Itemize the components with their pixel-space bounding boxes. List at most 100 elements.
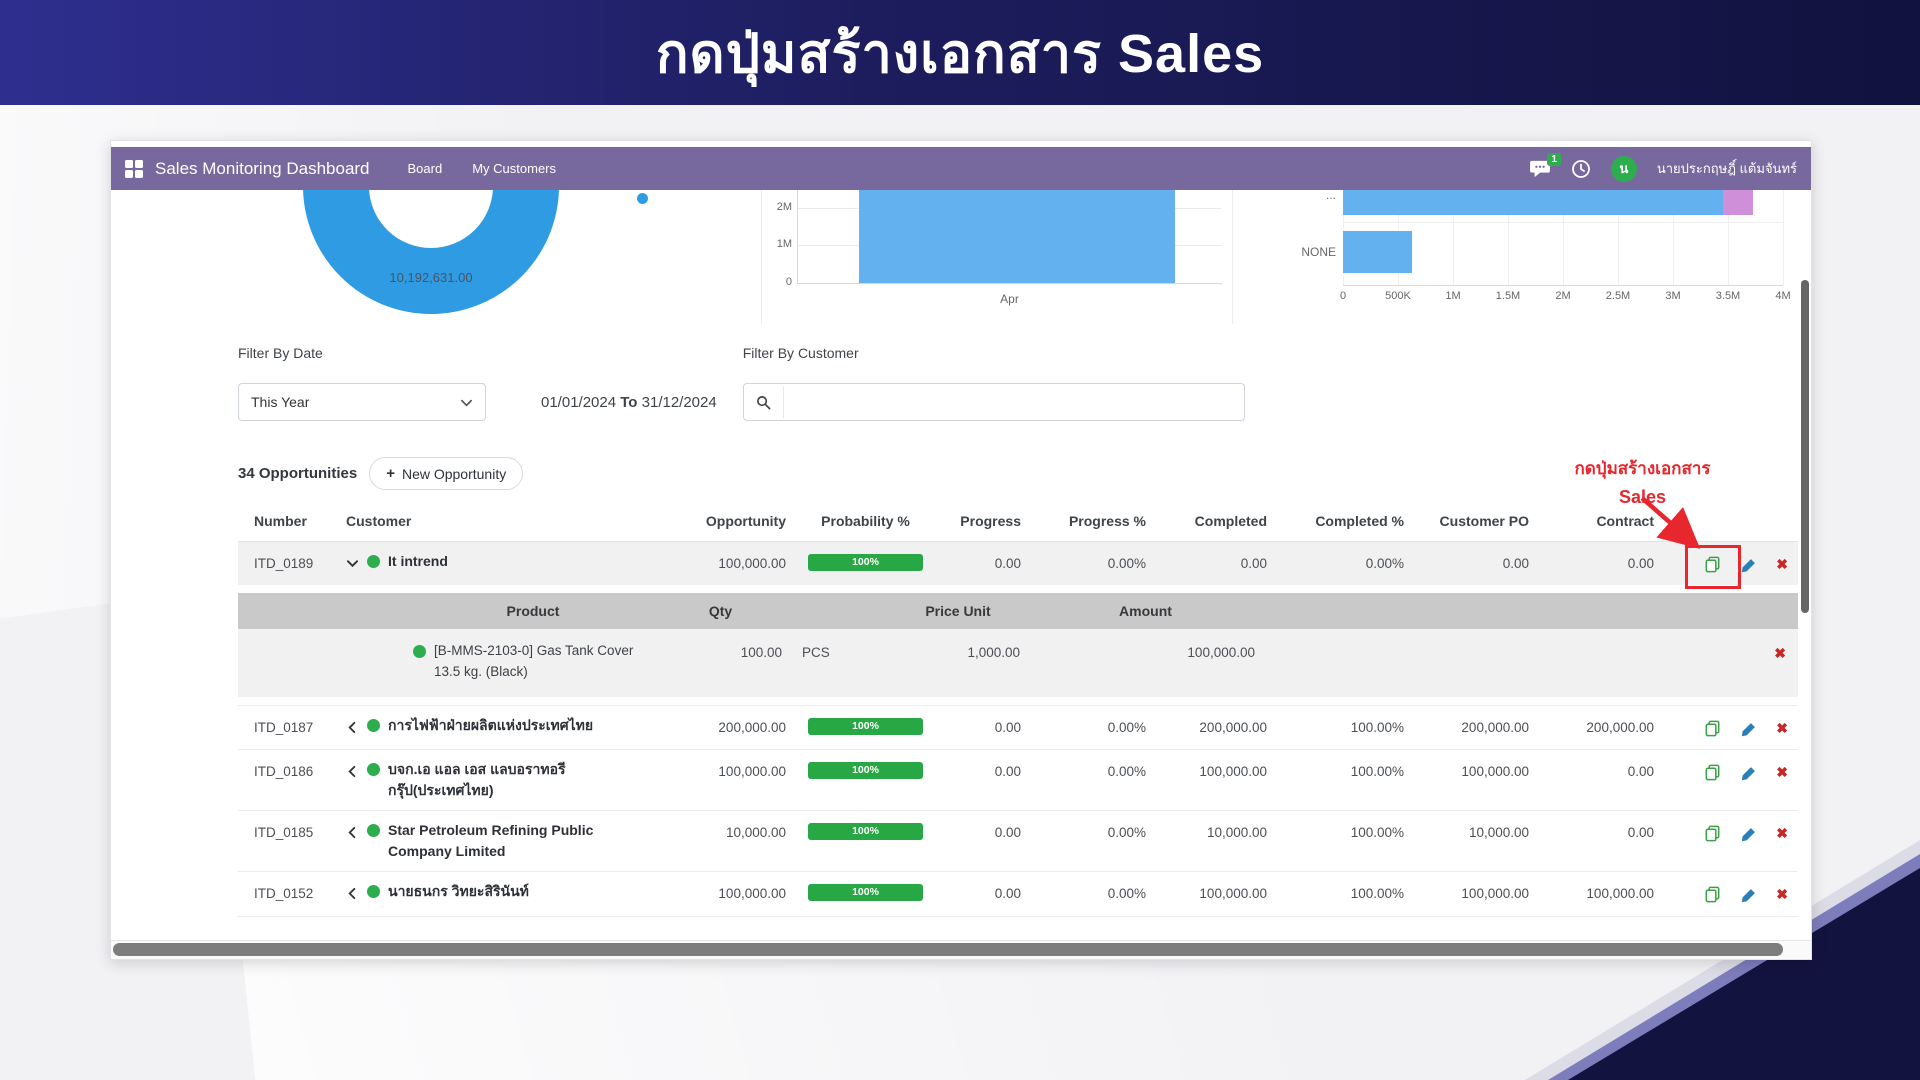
create-sales-doc-button[interactable] [1703, 824, 1722, 843]
opportunities-header: 34 Opportunities + New Opportunity [238, 457, 1791, 490]
hbar-segment-purple [1723, 190, 1753, 215]
table-header: Number Customer Opportunity Probability … [238, 500, 1798, 542]
opportunities-table: Number Customer Opportunity Probability … [238, 500, 1798, 917]
probability-bar: 100% [808, 884, 923, 902]
chevron-left-icon[interactable] [346, 764, 359, 784]
col-completed-pct: Completed % [1315, 512, 1404, 529]
vertical-scrollbar[interactable] [1801, 280, 1809, 613]
col-probability: Probability % [821, 512, 910, 529]
create-sales-doc-button[interactable] [1703, 763, 1722, 782]
navbar: Sales Monitoring Dashboard Board My Cust… [111, 147, 1811, 190]
window-top-gap [111, 141, 1811, 147]
y-tick: 2M [776, 201, 792, 213]
x-label: Apr [1000, 292, 1019, 306]
delete-x-icon[interactable]: ✖ [1774, 645, 1786, 662]
bar-apr [859, 190, 1175, 283]
chevron-left-icon[interactable] [346, 720, 359, 740]
x-tick: 1M [1445, 290, 1461, 302]
chevron-left-icon[interactable] [346, 825, 359, 845]
filter-by-date-label: Filter By Date [238, 345, 323, 361]
new-opportunity-button[interactable]: + New Opportunity [369, 457, 524, 490]
donut-total-label: 10,192,631.00 [389, 270, 473, 285]
col-completed: Completed [1194, 512, 1267, 529]
status-dot [367, 719, 380, 733]
col-opportunity: Opportunity [705, 512, 786, 529]
nav-item-board[interactable]: Board [407, 161, 443, 176]
col-contract: Contract [1596, 512, 1654, 529]
table-row[interactable]: ITD_0185 Star Petroleum Refining Public … [238, 810, 1798, 871]
y-tick: 1M [776, 238, 792, 250]
status-dot [413, 645, 426, 659]
x-tick: 3.5M [1715, 290, 1741, 302]
slide-title: กดปุ่มสร้างเอกสาร Sales [655, 23, 1265, 84]
horizontal-scrollbar-thumb[interactable] [113, 943, 1783, 956]
monthly-bar-chart: 2M 1M 0 Apr [761, 190, 1233, 324]
delete-x-icon[interactable]: ✖ [1776, 764, 1788, 781]
edit-pencil-icon[interactable] [1741, 826, 1757, 842]
create-sales-doc-button[interactable] [1703, 719, 1722, 738]
plus-icon: + [386, 465, 395, 482]
charts-row: 10,192,631.00 2M 1M 0 Apr [111, 190, 1811, 324]
messages-icon[interactable]: 1 [1529, 152, 1561, 178]
x-tick: 2M [1555, 290, 1571, 302]
filter-by-customer-label: Filter By Customer [742, 345, 859, 361]
opportunities-count: 34 Opportunities [238, 465, 358, 482]
app-title: Sales Monitoring Dashboard [155, 158, 370, 178]
delete-x-icon[interactable]: ✖ [1776, 556, 1788, 572]
slide-title-band: กดปุ่มสร้างเอกสาร Sales [0, 0, 1920, 105]
annotation-line2: Sales [1618, 487, 1667, 507]
date-range-text: 01/01/2024 To 31/12/2024 [541, 394, 717, 411]
nav-item-my-customers[interactable]: My Customers [472, 161, 557, 176]
status-dot [367, 763, 380, 777]
subcol-price-unit: Price Unit [925, 603, 991, 620]
edit-pencil-icon[interactable] [1741, 765, 1757, 781]
x-tick: 3M [1665, 290, 1681, 302]
x-tick: 2.5M [1605, 290, 1631, 302]
x-tick: 4M [1775, 290, 1791, 302]
customer-search-box [742, 383, 1245, 421]
hbar-row-label: ... [1325, 190, 1336, 202]
subtable-header: Product Qty Price Unit Amount [238, 593, 1798, 630]
create-sales-doc-button[interactable] [1703, 885, 1722, 904]
date-filter-value: This Year [251, 394, 310, 410]
status-dot [367, 824, 380, 838]
activity-clock-icon[interactable] [1571, 159, 1591, 179]
edit-pencil-icon[interactable] [1741, 887, 1757, 903]
customer-name: It intrend [388, 553, 448, 569]
delete-x-icon[interactable]: ✖ [1776, 720, 1788, 737]
delete-x-icon[interactable]: ✖ [1776, 825, 1788, 842]
create-sales-doc-button[interactable] [1703, 555, 1722, 574]
user-avatar[interactable]: น [1610, 155, 1637, 182]
table-row[interactable]: ITD_0187 การไฟฟ้าฝ่ายผลิตแห่งประเทศไทย 2… [238, 705, 1798, 749]
annotation-arrow [1640, 496, 1701, 549]
hbar-row-label: NONE [1301, 245, 1336, 259]
x-tick: 0 [1339, 290, 1347, 302]
edit-pencil-icon[interactable] [1741, 557, 1757, 573]
date-filter-select[interactable]: This Year [238, 383, 486, 421]
chevron-down-icon[interactable] [346, 556, 359, 576]
status-dot [367, 555, 380, 568]
probability-bar: 100% [808, 823, 923, 841]
subcol-qty: Qty [708, 603, 733, 620]
subcol-amount: Amount [1119, 603, 1172, 620]
table-row[interactable]: ITD_0189 It intrend 100,000.00 100% 0.00… [238, 542, 1798, 586]
app-window: Sales Monitoring Dashboard Board My Cust… [110, 140, 1812, 960]
product-name: [B-MMS-2103-0] Gas Tank Cover 13.5 kg. (… [434, 643, 634, 680]
subtable-row: [B-MMS-2103-0] Gas Tank Cover 13.5 kg. (… [238, 629, 1798, 698]
table-row[interactable]: ITD_0152 นายธนกร วิทยะสิรินันท์ 100,000.… [238, 871, 1798, 917]
col-customer-po: Customer PO [1439, 512, 1529, 529]
group-hbar-chart: ... NONE 0 500K 1M 1.5M 2M 2.5M 3M 3.5M … [1291, 190, 1796, 324]
row-number: ITD_0189 [254, 556, 314, 571]
hbar-segment-blue [1343, 190, 1723, 215]
edit-pencil-icon[interactable] [1741, 721, 1757, 737]
y-tick: 0 [785, 276, 792, 288]
hbar-none-bar [1343, 231, 1412, 273]
apps-grid-icon[interactable] [125, 159, 143, 178]
horizontal-scrollbar-track[interactable] [111, 940, 1811, 959]
customer-search-input[interactable] [782, 386, 1244, 418]
chevron-left-icon[interactable] [346, 886, 359, 906]
delete-x-icon[interactable]: ✖ [1776, 886, 1788, 903]
user-name[interactable]: นายประกฤษฎิ์ แต้มจันทร์ [1656, 161, 1797, 176]
table-row[interactable]: ITD_0186 บจก.เอ แอล เอส แลบอราทอรี กรุ๊ป… [238, 749, 1798, 810]
